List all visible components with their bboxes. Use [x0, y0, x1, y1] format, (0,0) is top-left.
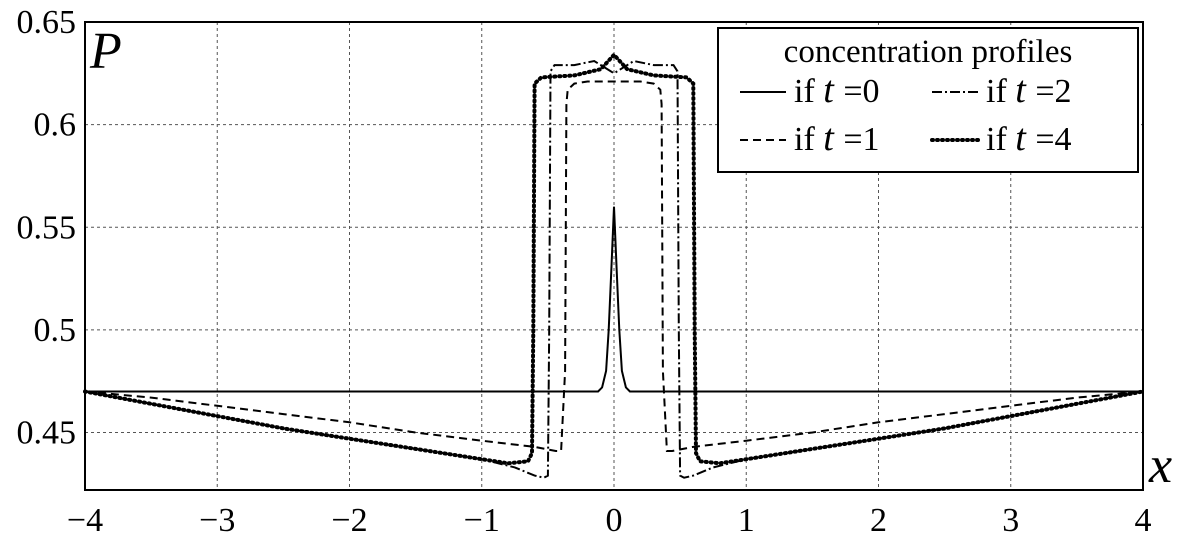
legend-series-name: 4 — [1055, 121, 1072, 158]
series-layer — [83, 51, 1145, 479]
legend-equals: = — [843, 121, 862, 158]
legend-equals: = — [843, 73, 862, 110]
legend-variable: t — [823, 117, 843, 159]
y-tick-label: 0.6 — [34, 107, 77, 144]
legend-prefix: if — [986, 73, 1015, 110]
x-tick-label: 4 — [1135, 502, 1152, 539]
series-line-t1 — [84, 80, 1144, 452]
y-axis-label: P — [89, 23, 122, 80]
x-tick-label: −2 — [331, 502, 367, 539]
legend-label-t4: if t =4 — [986, 117, 1072, 159]
y-tick-labels: 0.45 0.5 0.55 0.6 0.65 — [17, 4, 77, 452]
x-tick-label: −3 — [199, 502, 235, 539]
legend-title: concentration profiles — [784, 34, 1073, 70]
legend-variable: t — [1015, 117, 1035, 159]
series-line-t4 — [83, 51, 1145, 466]
legend-series-name: 2 — [1055, 73, 1072, 110]
legend-label-t2: if t =2 — [986, 69, 1072, 111]
legend-equals: = — [1035, 121, 1054, 158]
x-tick-label: 2 — [870, 502, 887, 539]
legend-series-name: 0 — [863, 73, 880, 110]
x-tick-label: 1 — [738, 502, 755, 539]
y-tick-label: 0.55 — [17, 209, 77, 246]
x-axis-label: x — [1148, 437, 1172, 494]
series-line-t0 — [85, 206, 1143, 393]
legend-variable: t — [823, 69, 843, 111]
plot-frame — [84, 21, 1144, 491]
x-tick-label: −1 — [464, 502, 500, 539]
x-tick-label: 0 — [606, 502, 623, 539]
legend-prefix: if — [794, 121, 823, 158]
legend-prefix: if — [794, 73, 823, 110]
legend-label-t1: if t =1 — [794, 117, 880, 159]
legend-equals: = — [1035, 73, 1054, 110]
legend-entries: if t =0if t =1if t =2if t =4 — [740, 69, 1072, 159]
y-tick-label: 0.45 — [17, 415, 77, 452]
x-tick-label: 3 — [1002, 502, 1019, 539]
legend-variable: t — [1015, 69, 1035, 111]
y-tick-label: 0.65 — [17, 4, 77, 41]
y-tick-label: 0.5 — [34, 312, 77, 349]
legend-prefix: if — [986, 121, 1015, 158]
legend-series-name: 1 — [863, 121, 880, 158]
legend-box — [717, 27, 1139, 173]
legend-label-t0: if t =0 — [794, 69, 880, 111]
legend: concentration profiles if t =0if t =1if … — [717, 27, 1139, 173]
x-tick-label: −4 — [67, 502, 103, 539]
x-tick-labels: −4 −3 −2 −1 0 1 2 3 4 — [67, 502, 1152, 539]
